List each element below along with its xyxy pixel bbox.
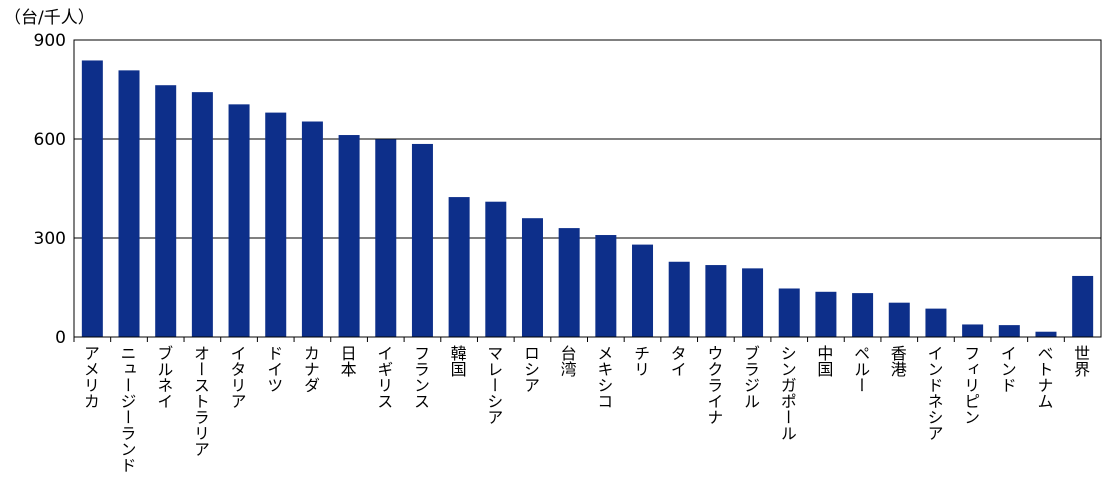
x-tick-label: カナダ bbox=[301, 345, 320, 393]
x-tick-label: 中国 bbox=[814, 345, 833, 377]
x-tick-label: インドネシア bbox=[924, 345, 943, 441]
y-tick-label: 300 bbox=[34, 229, 66, 249]
y-tick-label: 600 bbox=[34, 130, 66, 150]
y-tick-label: 0 bbox=[55, 328, 66, 348]
x-tick-label: 世界 bbox=[1071, 345, 1090, 377]
x-tick-label: アメリカ bbox=[81, 345, 100, 409]
x-tick-label: ペルー bbox=[851, 345, 870, 393]
x-tick-label: タイ bbox=[668, 345, 687, 377]
bar bbox=[191, 92, 213, 337]
bar bbox=[448, 197, 470, 337]
bar bbox=[888, 302, 910, 337]
bar bbox=[705, 265, 727, 337]
bar bbox=[485, 201, 507, 337]
bar bbox=[1072, 275, 1094, 337]
plot-area-border bbox=[73, 39, 1102, 338]
bar bbox=[521, 218, 543, 337]
bar bbox=[411, 143, 433, 337]
x-tick-label: 日本 bbox=[338, 345, 357, 377]
x-tick-label: マレーシア bbox=[484, 345, 503, 425]
x-tick-label: ニュージーランド bbox=[118, 345, 137, 473]
x-tick-label: 韓国 bbox=[448, 345, 467, 377]
x-tick-label: オーストラリア bbox=[191, 345, 210, 457]
bar bbox=[668, 261, 690, 337]
x-tick-label: チリ bbox=[631, 345, 650, 377]
x-tick-label: ベトナム bbox=[1034, 345, 1053, 409]
bar bbox=[742, 268, 764, 337]
bar bbox=[338, 135, 360, 337]
x-tick-label: シンガポール bbox=[778, 345, 797, 441]
bar bbox=[375, 139, 397, 337]
bar bbox=[632, 244, 654, 337]
bar bbox=[81, 60, 103, 338]
grid-lines bbox=[74, 138, 1101, 239]
bar bbox=[155, 85, 177, 338]
bar bbox=[228, 104, 250, 337]
bar bbox=[962, 324, 984, 337]
bars bbox=[81, 60, 1094, 338]
x-tick-label: イタリア bbox=[228, 345, 247, 409]
x-tick-label: フランス bbox=[411, 345, 430, 409]
bar bbox=[118, 70, 140, 338]
bar bbox=[595, 235, 617, 337]
x-tick-label: 香港 bbox=[888, 345, 907, 377]
x-tick-label: ブラジル bbox=[741, 345, 760, 409]
bar bbox=[925, 308, 947, 337]
y-tick-label: 900 bbox=[34, 31, 66, 51]
y-tick-labels: 0 300 600 900 bbox=[34, 31, 66, 348]
bar bbox=[558, 228, 580, 337]
x-tick-label: ブルネイ bbox=[154, 345, 173, 409]
bar bbox=[301, 121, 323, 337]
x-tick-label: フィリピン bbox=[961, 345, 980, 425]
x-tick-label: イギリス bbox=[374, 345, 393, 409]
bar bbox=[265, 112, 287, 337]
x-tick-label: ドイツ bbox=[264, 345, 283, 393]
x-tick-labels: アメリカ ニュージーランド ブルネイ オーストラリア イタリア ドイツ カナダ 日本 イギリスフ… bbox=[73, 337, 1090, 473]
y-axis-label: （台/千人） bbox=[4, 8, 95, 28]
bar bbox=[778, 288, 800, 337]
x-tick-label: メキシコ bbox=[594, 345, 613, 409]
bar bbox=[1035, 331, 1057, 337]
x-tick-label: ウクライナ bbox=[704, 345, 723, 425]
bar bbox=[852, 293, 874, 337]
bar bbox=[815, 291, 837, 337]
x-tick-label: ロシア bbox=[521, 345, 540, 393]
x-tick-label: インド bbox=[998, 345, 1017, 393]
x-tick-label: 台湾 bbox=[558, 345, 577, 377]
bar bbox=[998, 325, 1020, 337]
